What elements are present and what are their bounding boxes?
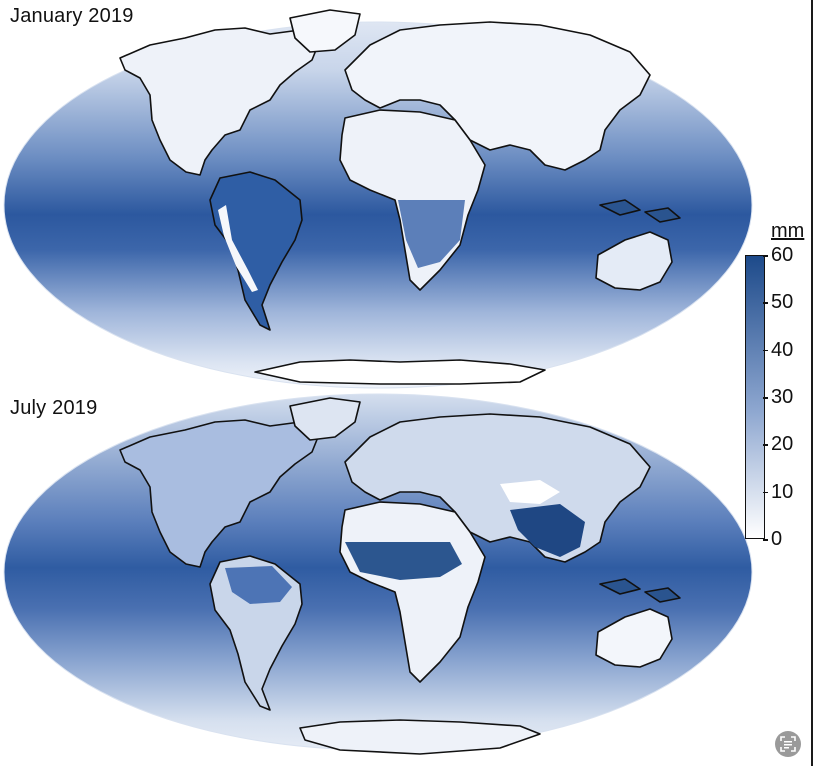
colorbar-tick-mark xyxy=(763,491,768,494)
colorbar-tick-mark xyxy=(763,397,768,399)
africa-wet-band xyxy=(398,200,465,268)
australia xyxy=(595,231,673,291)
colorbar-tick-label: 0 xyxy=(771,528,783,550)
colorbar-tick-label: 10 xyxy=(771,480,794,503)
north-america xyxy=(119,27,321,176)
australia xyxy=(595,608,673,668)
monsoon-wet xyxy=(510,504,585,557)
sahel-wet-band xyxy=(345,542,462,580)
colorbar-tick-label: 20 xyxy=(771,433,794,456)
colorbar-tick-label: 30 xyxy=(771,386,794,408)
colorbar-tick-label: 60 xyxy=(771,244,794,266)
colorbar-tick-label: 40 xyxy=(771,338,794,361)
greenland xyxy=(289,9,361,53)
july-map xyxy=(3,393,753,755)
text-scan-icon xyxy=(780,736,796,752)
colorbar-tick-mark xyxy=(763,444,768,446)
andes-dry-strip xyxy=(218,205,258,292)
tibet-dry xyxy=(500,480,560,504)
antarctica xyxy=(254,359,546,385)
right-border xyxy=(811,0,813,766)
january-map xyxy=(3,9,753,389)
north-america xyxy=(119,419,321,568)
antarctica xyxy=(299,719,541,755)
eurasia xyxy=(344,21,651,171)
colorbar-unit: mm xyxy=(771,220,805,242)
colorbar-tick-mark xyxy=(763,539,768,541)
maritime-continent xyxy=(599,199,641,216)
coastlines-january xyxy=(119,9,681,385)
text-scan-button[interactable] xyxy=(775,731,801,757)
colorbar-tick-mark xyxy=(763,302,768,304)
greenland xyxy=(289,397,361,441)
colorbar-tick-label: 50 xyxy=(771,291,794,314)
colorbar-tick-mark xyxy=(763,255,768,257)
coastlines-july xyxy=(119,397,681,755)
july-panel-title: July 2019 xyxy=(10,397,98,419)
january-panel-title: January 2019 xyxy=(10,5,134,27)
colorbar xyxy=(745,255,765,539)
colorbar-tick-mark xyxy=(763,349,768,352)
